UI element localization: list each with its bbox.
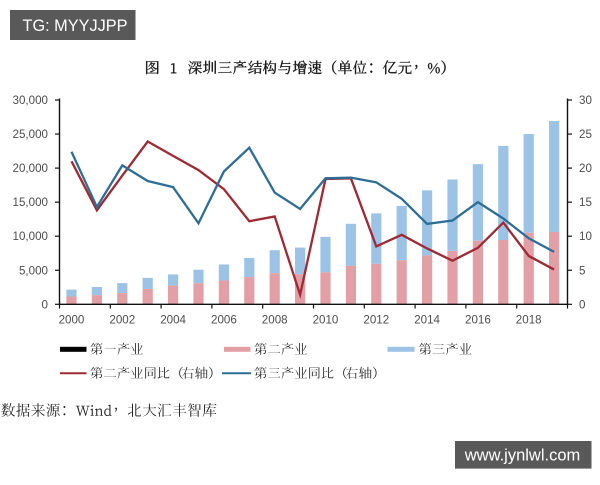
svg-text:2006: 2006 [211,314,237,327]
svg-text:20,000: 20,000 [13,162,48,175]
svg-text:2018: 2018 [516,314,542,327]
svg-text:2012: 2012 [363,314,389,327]
svg-text:2000: 2000 [59,314,85,327]
svg-text:10: 10 [579,230,592,243]
svg-text:25: 25 [579,128,592,141]
svg-text:2008: 2008 [262,314,288,327]
svg-text:10,000: 10,000 [13,230,48,243]
svg-text:15,000: 15,000 [13,196,48,209]
svg-text:25,000: 25,000 [13,128,48,141]
svg-text:www.jynlwl.com: www.jynlwl.com [464,447,581,465]
svg-text:30: 30 [579,94,592,107]
svg-text:2014: 2014 [414,314,440,327]
svg-text:2002: 2002 [109,314,135,327]
svg-text:0: 0 [579,298,585,311]
svg-text:2004: 2004 [160,314,186,327]
svg-text:15: 15 [579,196,592,209]
svg-text:5,000: 5,000 [19,264,48,277]
svg-text:2016: 2016 [465,314,491,327]
svg-text:0: 0 [42,298,48,311]
svg-text:TG: MYYJJPP: TG: MYYJJPP [23,17,128,35]
svg-text:2010: 2010 [313,314,339,327]
svg-text:20: 20 [579,162,592,175]
svg-text:5: 5 [579,264,585,277]
svg-text:30,000: 30,000 [13,94,48,107]
